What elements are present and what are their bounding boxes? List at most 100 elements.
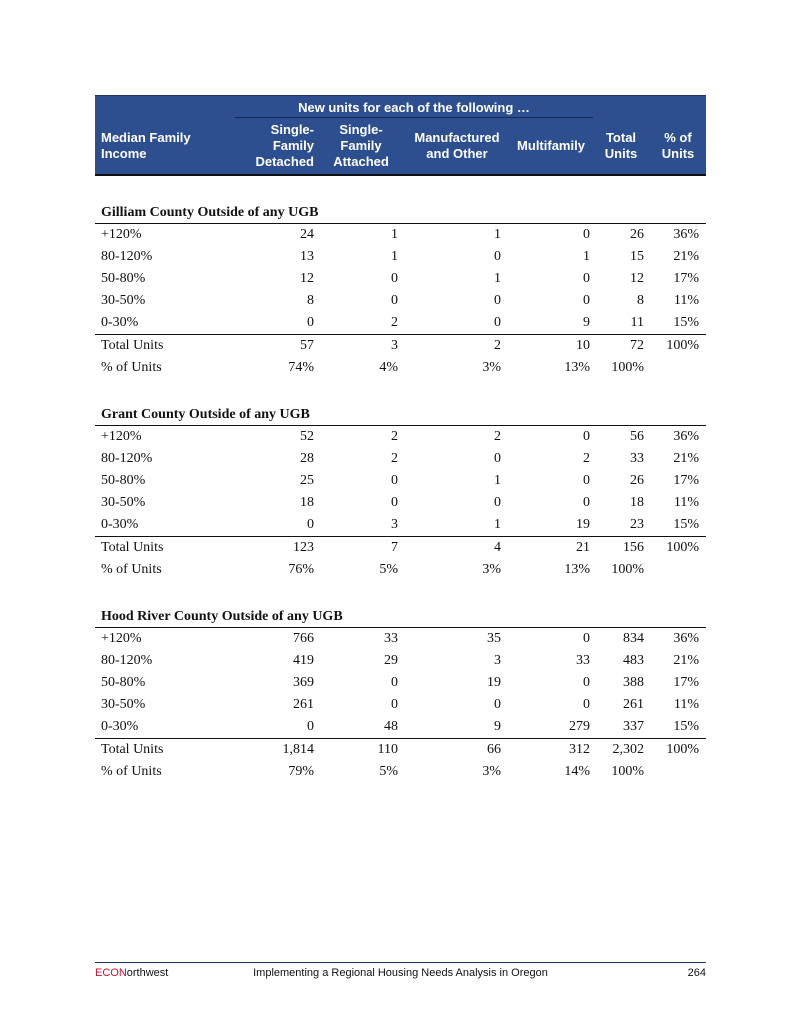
header-income: Median Family Income <box>101 130 191 161</box>
cell-sfa: 1 <box>391 227 398 242</box>
cell-sfa: 0 <box>391 675 398 690</box>
cell-sfa: 29 <box>384 653 398 668</box>
cell-mf: 0 <box>583 631 590 646</box>
cell-sfa: 5% <box>379 764 398 779</box>
section-title: Gilliam County Outside of any UGB <box>95 202 706 224</box>
cell-mfg: 0 <box>494 315 501 330</box>
cell-pct: 17% <box>673 271 699 286</box>
cell-sfa: 4% <box>379 360 398 375</box>
cell-total: 2,302 <box>612 742 645 757</box>
cell-pct: 15% <box>673 719 699 734</box>
cell-total: 11 <box>630 315 644 330</box>
cell-mfg: 9 <box>494 719 501 734</box>
cell-mfg: 0 <box>494 293 501 308</box>
cell-mf: 279 <box>569 719 590 734</box>
cell-mfg: 1 <box>494 271 501 286</box>
cell-pct: 17% <box>673 473 699 488</box>
cell-sfd: 13 <box>300 249 314 264</box>
cell-mfg: 4 <box>494 540 501 555</box>
cell-sfa: 0 <box>391 697 398 712</box>
cell-pct: 11% <box>673 697 699 712</box>
cell-total: 15 <box>630 249 644 264</box>
cell-pct: 21% <box>673 451 699 466</box>
cell-total: 8 <box>637 293 644 308</box>
table-row: 80-120% 28 2 0 2 33 21% <box>95 448 706 470</box>
cell-label: % of Units <box>101 360 162 375</box>
cell-total: 33 <box>630 451 644 466</box>
footer-brand-accent: ECON <box>95 967 127 979</box>
section-spacer <box>95 176 706 202</box>
cell-sfd: 12 <box>300 271 314 286</box>
cell-mf: 19 <box>576 517 590 532</box>
cell-sfa: 2 <box>391 429 398 444</box>
cell-sfa: 3 <box>391 517 398 532</box>
cell-sfd: 76% <box>288 562 314 577</box>
section-spacer <box>95 581 706 606</box>
cell-mf: 0 <box>583 227 590 242</box>
pct-units-row: % of Units 79% 5% 3% 14% 100% <box>95 761 706 783</box>
cell-label: Total Units <box>101 338 164 353</box>
cell-label: 80-120% <box>101 249 153 264</box>
cell-label: 80-120% <box>101 451 153 466</box>
cell-label: 30-50% <box>101 697 146 712</box>
cell-mf: 1 <box>583 249 590 264</box>
footer-page-number: 264 <box>687 967 706 979</box>
cell-total: 26 <box>630 473 644 488</box>
cell-sfd: 57 <box>300 338 314 353</box>
cell-label: +120% <box>101 227 142 242</box>
cell-mfg: 2 <box>494 429 501 444</box>
cell-mfg: 0 <box>494 495 501 510</box>
cell-mfg: 3% <box>482 360 501 375</box>
cell-sfd: 123 <box>293 540 314 555</box>
table-row: 50-80% 12 0 1 0 12 17% <box>95 268 706 290</box>
table-row: 0-30% 0 48 9 279 337 15% <box>95 716 706 738</box>
cell-sfd: 0 <box>307 517 314 532</box>
cell-sfd: 28 <box>300 451 314 466</box>
total-units-row: Total Units 123 7 4 21 156 100% <box>95 536 706 559</box>
cell-pct: 36% <box>673 429 699 444</box>
table-row: +120% 52 2 2 0 56 36% <box>95 426 706 448</box>
cell-sfd: 369 <box>293 675 314 690</box>
cell-sfa: 2 <box>391 315 398 330</box>
cell-label: Total Units <box>101 540 164 555</box>
cell-sfa: 110 <box>377 742 398 757</box>
cell-mf: 2 <box>583 451 590 466</box>
header-multifamily: Multifamily <box>517 138 585 153</box>
cell-sfd: 79% <box>288 764 314 779</box>
header-sf-detached: Single-Family Detached <box>255 122 314 169</box>
table-row: 50-80% 25 0 1 0 26 17% <box>95 470 706 492</box>
cell-sfd: 1,814 <box>282 742 315 757</box>
cell-mf: 9 <box>583 315 590 330</box>
table-row: +120% 24 1 1 0 26 36% <box>95 224 706 246</box>
pct-units-row: % of Units 76% 5% 3% 13% 100% <box>95 559 706 581</box>
cell-total: 72 <box>630 338 644 353</box>
cell-sfd: 52 <box>300 429 314 444</box>
cell-sfa: 48 <box>384 719 398 734</box>
cell-mfg: 1 <box>494 473 501 488</box>
cell-sfa: 0 <box>391 293 398 308</box>
table-row: 0-30% 0 2 0 9 11 15% <box>95 312 706 334</box>
cell-total: 100% <box>611 562 644 577</box>
cell-pct: 21% <box>673 249 699 264</box>
cell-mf: 0 <box>583 473 590 488</box>
cell-mf: 312 <box>569 742 590 757</box>
cell-mfg: 19 <box>487 675 501 690</box>
cell-label: 0-30% <box>101 517 139 532</box>
cell-pct: 21% <box>673 653 699 668</box>
cell-label: 80-120% <box>101 653 153 668</box>
cell-total: 483 <box>623 653 644 668</box>
cell-mfg: 66 <box>487 742 501 757</box>
section-title: Grant County Outside of any UGB <box>95 404 706 426</box>
cell-sfd: 419 <box>293 653 314 668</box>
cell-mf: 0 <box>583 495 590 510</box>
table-row: 80-120% 13 1 0 1 15 21% <box>95 246 706 268</box>
cell-mfg: 3 <box>494 653 501 668</box>
cell-label: 50-80% <box>101 675 146 690</box>
header-pct-units: % of Units <box>661 130 695 161</box>
cell-total: 834 <box>623 631 644 646</box>
cell-mf: 13% <box>564 562 590 577</box>
cell-label: +120% <box>101 429 142 444</box>
cell-sfa: 0 <box>391 495 398 510</box>
cell-label: 0-30% <box>101 315 139 330</box>
cell-label: +120% <box>101 631 142 646</box>
